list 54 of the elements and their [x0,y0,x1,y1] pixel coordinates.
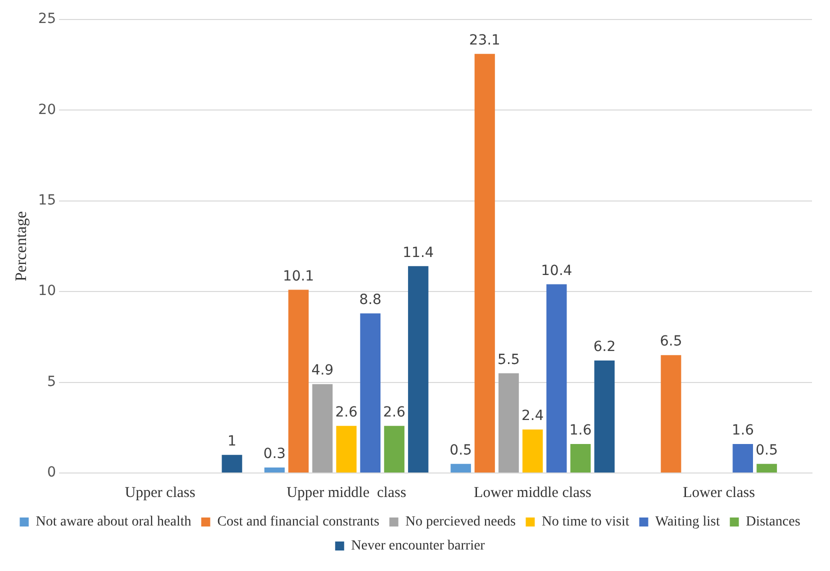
data-label: 2.6 [383,404,406,420]
data-label: 6.2 [593,339,616,356]
y-tick-label: 5 [47,374,56,390]
bar [660,355,682,472]
bar [360,313,381,472]
bar [312,384,333,472]
bar [474,54,495,472]
data-label: 1.6 [569,422,592,439]
bar [570,444,591,472]
bar [336,426,357,472]
bar [288,290,309,472]
legend-label: Never encounter barrier [351,538,486,554]
x-tick-label: Lower class [682,484,756,501]
bar [408,266,428,472]
data-label: 0.3 [263,446,286,462]
data-label: 2.4 [522,408,544,424]
x-tick-label: Lower middle class [474,484,592,501]
y-axis-title: Percentage [12,211,30,282]
data-label: 23.1 [469,32,500,49]
x-tick-label: Upper class [124,484,196,501]
bar [450,464,471,472]
bar [732,444,753,472]
legend-label: No time to visit [542,514,630,530]
data-label: 2.6 [335,404,358,420]
y-tick-label: 25 [38,11,56,28]
data-label: 0.5 [450,442,472,459]
bar [522,429,543,472]
data-label: 5.5 [498,352,520,368]
data-label: 6.5 [660,334,682,350]
legend-label: Distances [746,514,800,530]
y-tick-label: 0 [47,464,56,481]
y-tick-label: 10 [38,283,56,300]
bar [498,373,519,472]
bar [222,454,242,472]
bar [264,468,285,472]
x-tick-label: Upper middle class [286,484,406,501]
legend-label: Not aware about oral health [36,514,192,530]
bar [756,464,777,472]
data-label: 10.1 [282,268,314,284]
bar [546,284,567,472]
y-tick-label: 20 [38,102,56,118]
data-label: 1.6 [732,422,754,439]
legend-label: Waiting list [655,514,720,530]
y-tick-label: 15 [38,192,56,208]
bar [594,360,615,472]
data-label: 11.4 [402,244,434,261]
legend-label: No percieved needs [405,514,516,530]
legend-label: Cost and financial constrants [217,514,380,530]
data-label: 10.4 [540,262,572,279]
data-label: 1 [228,433,236,450]
data-label: 8.8 [359,292,382,308]
data-label: 0.5 [756,442,778,459]
data-label: 4.9 [311,362,334,379]
bar [384,426,404,472]
